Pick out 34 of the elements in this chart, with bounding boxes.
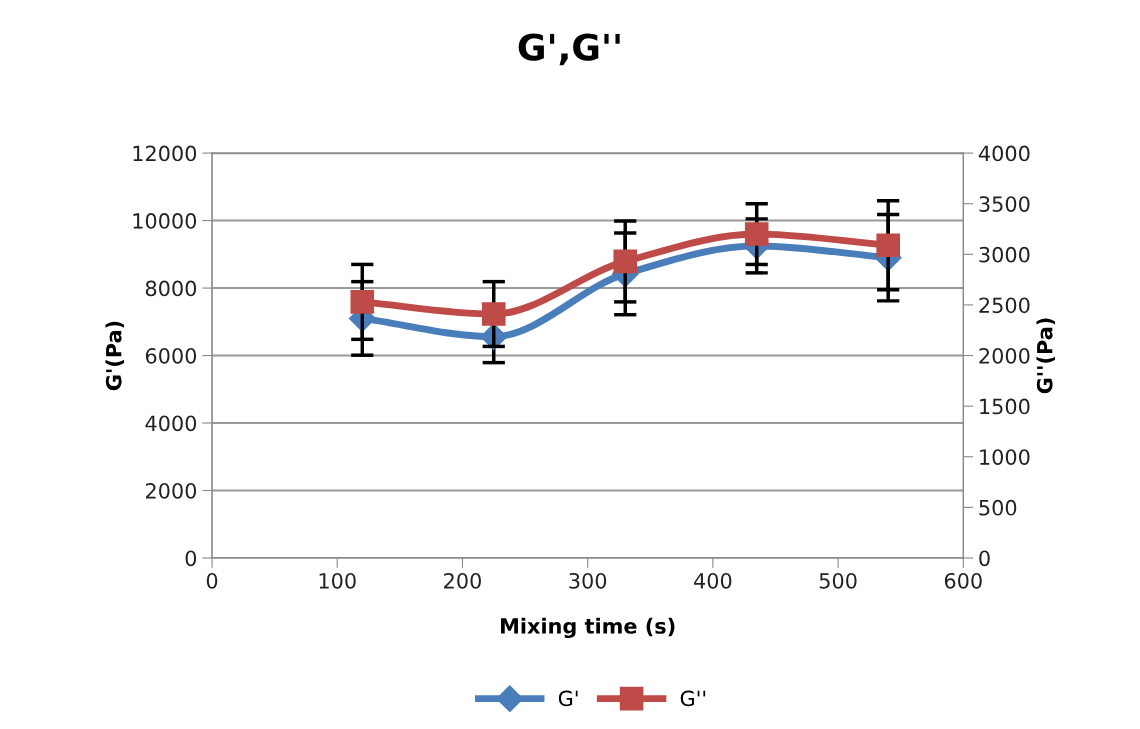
point xyxy=(744,222,769,246)
x-tick-label: 300 xyxy=(569,572,607,589)
y2-tick-label: 4000 xyxy=(978,145,1030,162)
y-tick-label: 6000 xyxy=(145,347,197,364)
x-tick-label: 100 xyxy=(319,572,356,589)
x-tick-label: 500 xyxy=(819,572,857,589)
y-tick-label: 4000 xyxy=(145,415,197,432)
point xyxy=(350,290,375,314)
y2-axis-title: G''(Pa) xyxy=(1036,318,1056,394)
chart-title: G',G'' xyxy=(518,33,620,66)
legend-label: G' xyxy=(558,690,578,707)
point xyxy=(613,249,638,274)
y-tick-label: 0 xyxy=(185,550,197,567)
x-axis-title: Mixing time (s) xyxy=(501,617,675,639)
legend-label: G'' xyxy=(680,690,706,707)
y-tick-label: 10000 xyxy=(133,213,197,229)
point xyxy=(876,233,900,258)
y-tick-label: 2000 xyxy=(145,482,197,499)
y-tick-label: 8000 xyxy=(145,280,197,297)
x-tick-label: 200 xyxy=(444,572,481,589)
y2-tick-label: 0 xyxy=(979,550,990,567)
y2-tick-label: 1500 xyxy=(980,398,1030,415)
y-axis-title: G'(Pa) xyxy=(105,321,125,391)
y2-tick-label: 500 xyxy=(979,499,1017,516)
x-tick-label: 400 xyxy=(694,572,732,589)
x-tick-label: 0 xyxy=(206,572,218,589)
y2-tick-label: 3000 xyxy=(979,246,1030,263)
y2-tick-label: 2500 xyxy=(979,297,1030,314)
y2-tick-label: 3500 xyxy=(979,196,1030,212)
point xyxy=(481,302,506,326)
y2-tick-label: 2000 xyxy=(979,347,1030,364)
x-tick-label: 600 xyxy=(944,572,982,589)
y2-tick-label: 1000 xyxy=(980,449,1030,465)
y-tick-label: 12000 xyxy=(133,145,197,162)
